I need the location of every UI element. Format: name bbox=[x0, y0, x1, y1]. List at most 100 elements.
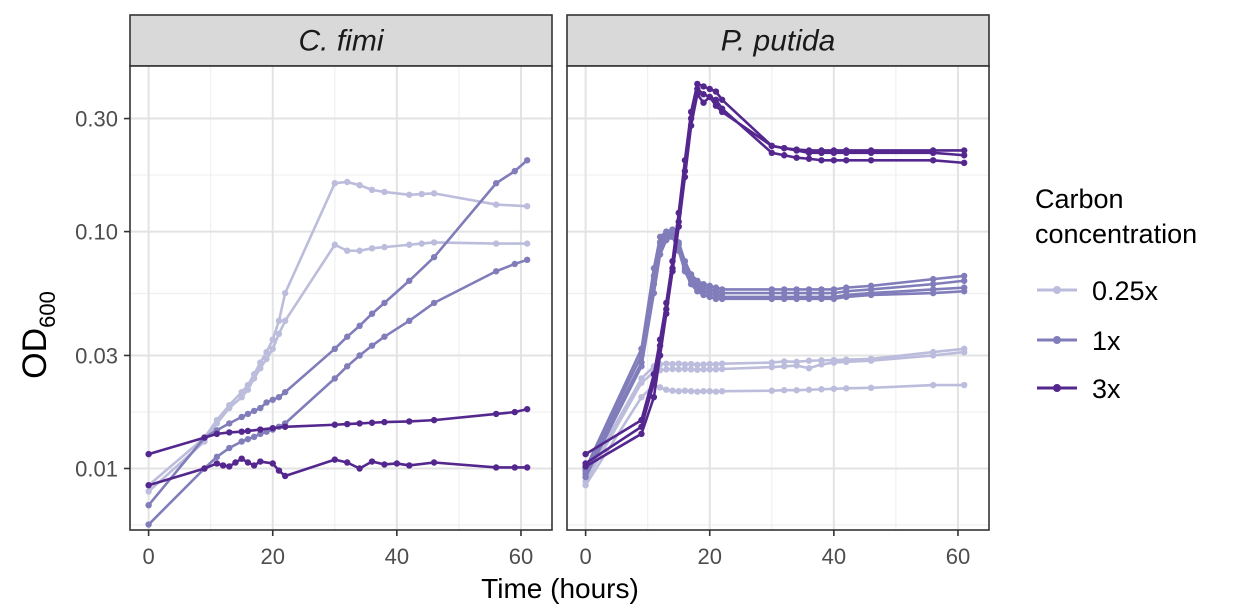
data-point bbox=[523, 157, 531, 164]
data-point bbox=[281, 289, 289, 297]
data-point bbox=[650, 289, 658, 297]
data-point bbox=[226, 404, 233, 412]
data-point bbox=[331, 421, 338, 428]
data-point bbox=[492, 180, 500, 187]
x-tick-label: 40 bbox=[822, 544, 846, 569]
panel-1: C. fimi 0 20 40 60 0.01 0.03 0.10 0.30 bbox=[75, 14, 553, 569]
data-point bbox=[675, 223, 682, 230]
data-point bbox=[250, 407, 258, 415]
data-point bbox=[523, 240, 531, 247]
facet-strip-title: C. fimi bbox=[299, 25, 385, 58]
legend-title-line2: concentration bbox=[1035, 219, 1197, 249]
legend-title-line1: Carbon bbox=[1035, 184, 1124, 214]
data-point bbox=[818, 386, 825, 393]
data-point bbox=[706, 85, 713, 93]
data-point bbox=[344, 420, 351, 428]
x-tick-label: 60 bbox=[946, 544, 970, 569]
data-point bbox=[275, 393, 283, 401]
data-point bbox=[929, 381, 937, 389]
data-point bbox=[492, 464, 500, 471]
data-point bbox=[430, 299, 438, 307]
data-point bbox=[238, 413, 245, 421]
data-point bbox=[238, 455, 245, 462]
data-point bbox=[638, 379, 645, 386]
panel-2: P. putida 0 20 40 60 bbox=[566, 14, 990, 569]
data-point bbox=[145, 482, 152, 489]
data-point bbox=[406, 277, 413, 284]
data-point bbox=[768, 142, 775, 150]
data-point bbox=[830, 385, 838, 392]
panel-border bbox=[129, 65, 553, 531]
data-point bbox=[960, 152, 968, 159]
data-point bbox=[269, 460, 276, 467]
data-point bbox=[269, 424, 276, 432]
data-point bbox=[356, 465, 363, 472]
y-tick-label: 0.01 bbox=[75, 456, 118, 481]
data-point bbox=[805, 357, 813, 364]
data-point bbox=[694, 91, 701, 98]
data-point bbox=[406, 241, 413, 248]
data-point bbox=[257, 458, 264, 465]
data-point bbox=[867, 357, 875, 364]
data-point bbox=[960, 348, 968, 356]
x-tick-label: 20 bbox=[697, 544, 721, 569]
data-point bbox=[145, 521, 152, 528]
data-point bbox=[675, 360, 682, 367]
data-point bbox=[793, 362, 800, 369]
legend-item-0.25x: 0.25x bbox=[1037, 276, 1159, 306]
plot-area bbox=[130, 66, 552, 530]
data-point bbox=[356, 322, 363, 330]
data-point bbox=[523, 202, 531, 210]
data-point bbox=[250, 462, 258, 469]
data-point bbox=[793, 387, 800, 394]
data-point bbox=[843, 147, 850, 154]
data-point bbox=[226, 444, 233, 452]
data-point bbox=[781, 144, 788, 152]
data-point bbox=[511, 167, 518, 175]
data-point bbox=[781, 152, 788, 159]
data-point bbox=[368, 310, 376, 317]
data-point bbox=[430, 239, 438, 246]
data-point bbox=[263, 348, 270, 356]
data-point bbox=[700, 387, 707, 395]
data-point bbox=[381, 418, 388, 426]
data-point bbox=[663, 310, 670, 317]
data-point bbox=[275, 317, 283, 325]
data-point bbox=[669, 268, 676, 275]
data-point bbox=[368, 245, 376, 252]
data-point bbox=[960, 147, 968, 154]
data-point bbox=[430, 190, 438, 197]
data-point bbox=[706, 293, 713, 301]
data-point bbox=[818, 361, 825, 368]
facet-strip bbox=[566, 14, 990, 67]
data-point bbox=[718, 108, 726, 116]
data-point bbox=[244, 435, 252, 443]
data-point bbox=[929, 147, 937, 154]
series-3x-10 bbox=[582, 91, 968, 470]
data-point bbox=[960, 272, 968, 280]
data-point bbox=[805, 365, 813, 372]
data-point bbox=[669, 233, 676, 241]
data-point bbox=[843, 157, 850, 164]
data-point bbox=[768, 295, 775, 303]
y-axis-title-main: OD bbox=[16, 328, 54, 379]
data-point bbox=[582, 473, 589, 481]
data-point bbox=[960, 381, 968, 389]
data-point bbox=[706, 366, 713, 373]
panel-border bbox=[566, 65, 990, 531]
data-point bbox=[145, 488, 152, 495]
data-point bbox=[681, 387, 689, 394]
data-point bbox=[582, 450, 589, 458]
data-point bbox=[331, 345, 338, 353]
data-point bbox=[805, 155, 813, 162]
data-point bbox=[867, 147, 875, 154]
data-point bbox=[331, 241, 338, 248]
data-point bbox=[257, 426, 264, 433]
data-point bbox=[929, 275, 937, 283]
data-point bbox=[663, 386, 670, 393]
x-tick-label: 60 bbox=[509, 544, 533, 569]
data-point bbox=[929, 157, 937, 164]
data-point bbox=[843, 385, 850, 392]
data-point bbox=[867, 384, 875, 392]
data-point bbox=[430, 459, 438, 466]
